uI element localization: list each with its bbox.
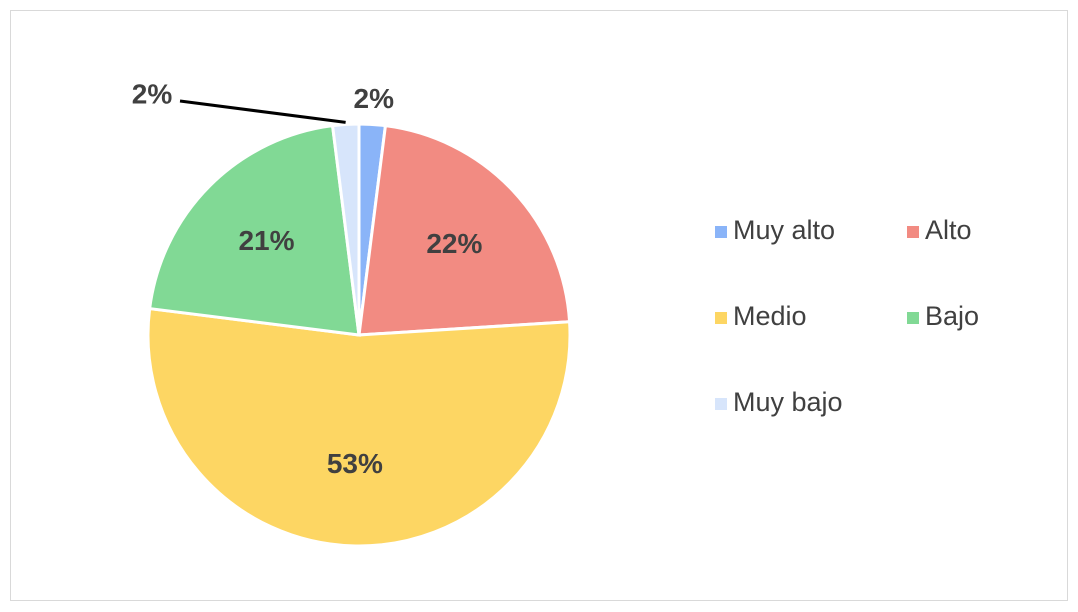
legend-swatch [715,312,727,324]
legend-label: Alto [925,215,972,245]
legend-label: Muy bajo [733,387,843,417]
pie-slice [146,306,572,548]
leader-line [179,99,346,124]
pie-slice [147,123,361,337]
legend-label: Bajo [925,301,979,331]
legend-swatch [907,226,919,238]
data-label: 22% [426,228,482,259]
legend-label: Muy alto [733,215,835,245]
data-label: 53% [327,448,383,479]
pie-slice [330,122,361,336]
legend-swatch [907,312,919,324]
data-label: 2% [132,78,173,109]
data-label: 21% [238,225,294,256]
legend-swatch [715,226,727,238]
data-label: 2% [354,83,395,114]
legend-swatch [715,398,727,410]
pie-slice [357,123,572,337]
legend-label: Medio [733,301,807,331]
